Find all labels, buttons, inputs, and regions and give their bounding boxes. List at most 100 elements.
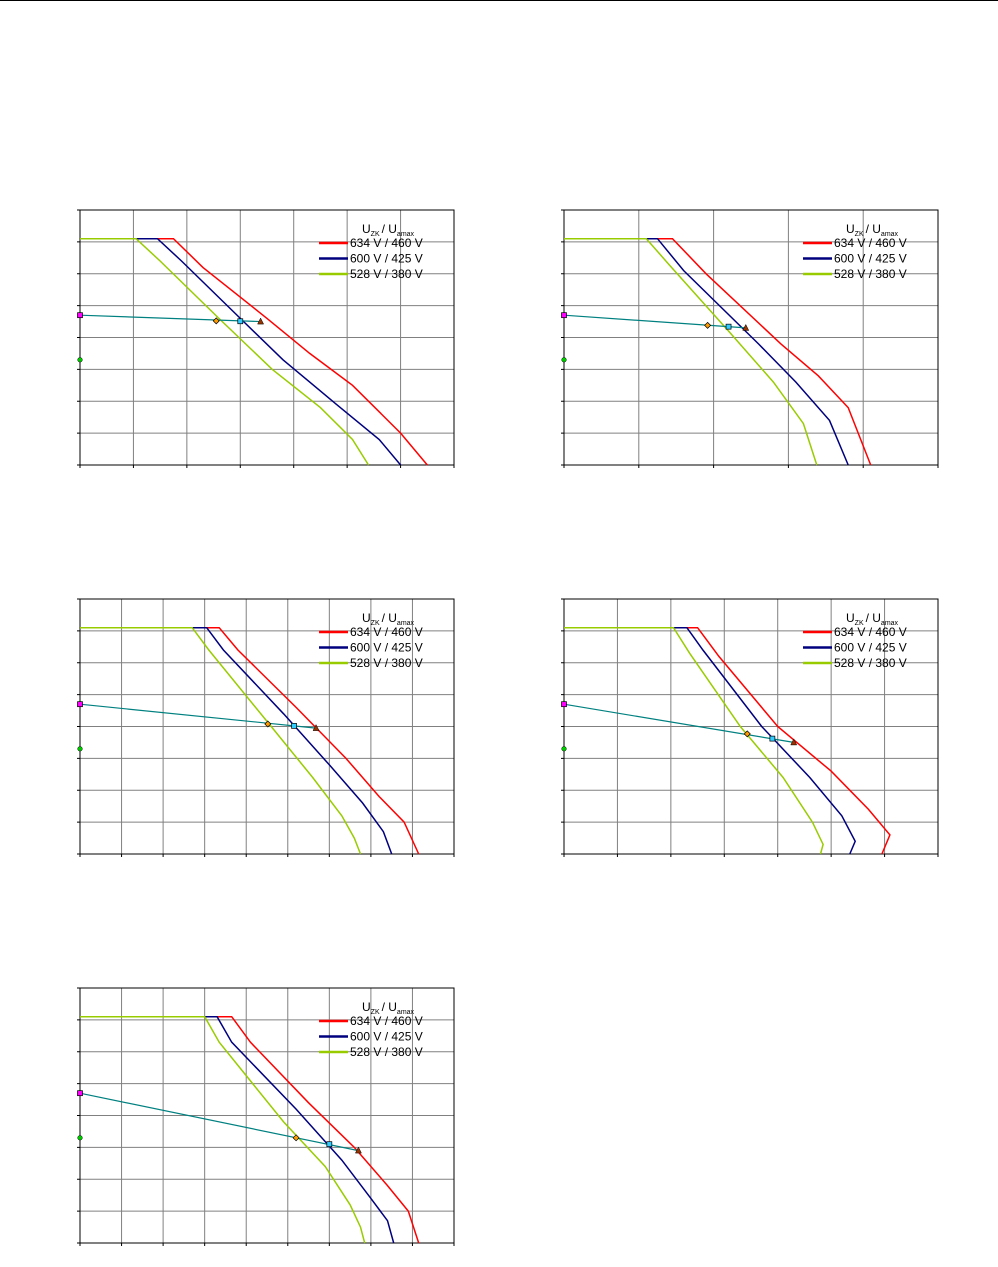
start-square-marker: [77, 312, 83, 319]
chart-middle-left: UZK / Uamax 634 V / 460 V 600 V / 425 V 52…: [77, 598, 455, 857]
series-line-3: [564, 237, 818, 466]
legend-title: UZK / Uamax: [362, 222, 415, 238]
square-marker: [291, 723, 297, 729]
legend-title-subscript: ZK: [371, 231, 380, 238]
grid: [80, 210, 454, 465]
grid: [80, 988, 454, 1243]
start-circle-marker: [77, 746, 83, 752]
start-square-marker: [561, 701, 567, 708]
series-line-1: [80, 237, 428, 466]
triangle-marker: [790, 738, 798, 746]
triangle-marker: [312, 724, 320, 731]
legend-title-subscript: ZK: [855, 231, 864, 238]
chart-top-left: UZK / Uamax 634 V / 460 V 600 V / 425 V 52…: [77, 209, 455, 468]
triangle-marker: [257, 317, 264, 325]
legend-label-3: 528 V / 380 V: [834, 267, 907, 281]
chart-svg: UZK / Uamax 634 V / 460 V 600 V / 425 V52…: [77, 987, 455, 1246]
legend-title-part: /: [382, 611, 389, 625]
series-line-3: [80, 1015, 366, 1244]
legend-label-2: 600 V / 425 V: [350, 1030, 423, 1044]
series-line-2: [80, 237, 402, 466]
load-line: [79, 703, 317, 729]
legend-label-2: 600 V / 425 V: [350, 641, 423, 655]
legend-title-part: U: [362, 222, 371, 236]
start-circle-marker: [561, 357, 567, 363]
series-line-1: [564, 237, 872, 466]
legend-title-subscript: amax: [397, 620, 415, 627]
legend-title-part: U: [362, 1000, 371, 1014]
series-line-3: [564, 626, 824, 855]
series-line-3: [80, 237, 370, 466]
legend: UZK / Uamax 634 V / 460 V 600 V / 425 V52…: [803, 611, 907, 670]
chart-bottom-left: UZK / Uamax 634 V / 460 V 600 V / 425 V 52…: [77, 987, 455, 1246]
legend-label-1: 634 V / 460 V: [350, 1014, 423, 1028]
start-circle-marker: [561, 746, 567, 752]
chart-top-right: UZK / Uamax 634 V / 460 V 600 V / 425 V 52…: [561, 209, 939, 468]
legend-label-1: 634 V / 460 V: [350, 625, 423, 639]
legend-title: UZK / Uamax: [846, 222, 899, 238]
square-marker: [326, 1141, 333, 1148]
legend: UZK / Uamax 634 V / 460 V 600 V / 425 V52…: [319, 1000, 423, 1059]
legend-title-subscript: amax: [397, 231, 415, 238]
series-line-2: [80, 1015, 395, 1244]
start-circle-marker: [77, 357, 83, 363]
legend-title-part: /: [866, 611, 873, 625]
triangle-marker: [355, 1146, 362, 1154]
legend-title-part: U: [846, 611, 855, 625]
legend-title-subscript: ZK: [855, 620, 864, 627]
legend-label-3: 528 V / 380 V: [350, 656, 423, 670]
plot-frame: [79, 209, 455, 466]
legend-title-part: U: [846, 222, 855, 236]
series-line-2: [564, 626, 857, 855]
series-line-2: [80, 626, 393, 855]
legend-title-part: U: [388, 611, 397, 625]
plot-frame: [563, 598, 939, 855]
series-line-1: [564, 626, 891, 855]
load-line: [563, 703, 794, 743]
plot-frame: [79, 598, 455, 855]
legend-label-2: 600 V / 425 V: [834, 641, 907, 655]
square-marker: [725, 323, 732, 330]
legend-title: UZK / Uamax: [846, 611, 899, 627]
legend-title: UZK / Uamax: [362, 611, 415, 627]
plot-frame: [79, 987, 455, 1244]
legend-title: UZK / Uamax: [362, 1000, 415, 1016]
load-line: [563, 314, 746, 329]
legend-title-subscript: ZK: [371, 620, 380, 627]
diamond-marker: [292, 1134, 300, 1142]
diamond-marker: [743, 730, 751, 738]
start-square-marker: [77, 1090, 83, 1097]
legend-label-1: 634 V / 460 V: [834, 236, 907, 250]
page-top-rule: [0, 0, 998, 1]
legend-label-3: 528 V / 380 V: [834, 656, 907, 670]
grid: [564, 210, 938, 465]
diamond-marker: [264, 720, 272, 728]
legend-title-subscript: amax: [881, 231, 899, 238]
legend-label-3: 528 V / 380 V: [350, 267, 423, 281]
legend-title-part: U: [872, 222, 881, 236]
legend-label-1: 634 V / 460 V: [834, 625, 907, 639]
legend-title-part: U: [388, 222, 397, 236]
start-circle-marker: [77, 1135, 83, 1141]
legend-title-part: /: [382, 222, 389, 236]
diamond-marker: [704, 321, 712, 329]
legend-title-part: /: [866, 222, 873, 236]
square-marker: [237, 318, 244, 325]
series-line-2: [564, 237, 849, 466]
start-square-marker: [77, 701, 83, 708]
legend-label-2: 600 V / 425 V: [834, 252, 907, 266]
plot-frame: [563, 209, 939, 466]
series-line-1: [80, 626, 420, 855]
legend-title-part: /: [382, 1000, 389, 1014]
legend-label-2: 600 V / 425 V: [350, 252, 423, 266]
legend-label-3: 528 V / 380 V: [350, 1045, 423, 1059]
triangle-marker: [742, 323, 750, 331]
square-marker: [769, 735, 776, 742]
legend-title-part: U: [362, 611, 371, 625]
legend-label-1: 634 V / 460 V: [350, 236, 423, 250]
